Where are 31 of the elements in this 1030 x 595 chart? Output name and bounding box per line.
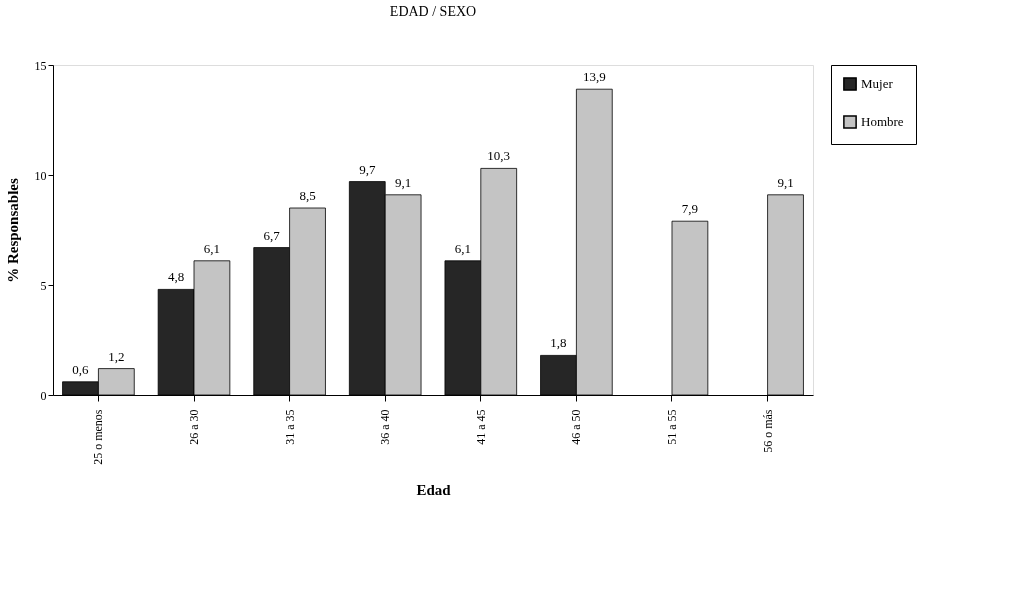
y-tick-label: 5 <box>40 278 47 293</box>
data-label: 1,8 <box>550 335 567 351</box>
data-label: 0,6 <box>72 361 90 377</box>
y-tick-label: 0 <box>40 388 47 403</box>
chart-title: EDAD / SEXO <box>389 4 477 19</box>
data-label: 7,9 <box>681 201 699 217</box>
data-label: 4,8 <box>167 269 185 285</box>
data-label: 10,3 <box>487 148 511 164</box>
x-tick-label: 41 a 45 <box>473 409 488 445</box>
legend-label: Hombre <box>861 114 904 129</box>
data-label: 8,5 <box>299 188 316 203</box>
x-tick-label: 26 a 30 <box>187 409 202 445</box>
x-tick-label: 31 a 35 <box>282 409 297 445</box>
x-tick-label: 46 a 50 <box>569 409 584 445</box>
y-tick-label: 15 <box>34 58 47 73</box>
x-tick-label: 51 a 55 <box>664 409 679 445</box>
x-tick-label: 56 o más <box>760 409 775 453</box>
x-axis-title: Edad <box>416 481 452 498</box>
x-tick-label: 25 o menos <box>91 409 106 465</box>
data-label: 6,1 <box>203 240 221 256</box>
data-label: 9,1 <box>395 174 412 190</box>
legend-label: Mujer <box>861 76 894 91</box>
data-label: 6,1 <box>454 240 471 256</box>
y-tick-label: 10 <box>34 168 47 183</box>
data-label: 9,1 <box>777 174 794 190</box>
data-label: 13,9 <box>582 69 606 85</box>
y-axis-title: % Responsables <box>4 178 21 283</box>
data-label: 1,2 <box>108 348 125 364</box>
data-label: 9,7 <box>359 161 376 177</box>
x-tick-label: 36 a 40 <box>378 409 393 445</box>
data-label: 6,7 <box>263 227 281 243</box>
